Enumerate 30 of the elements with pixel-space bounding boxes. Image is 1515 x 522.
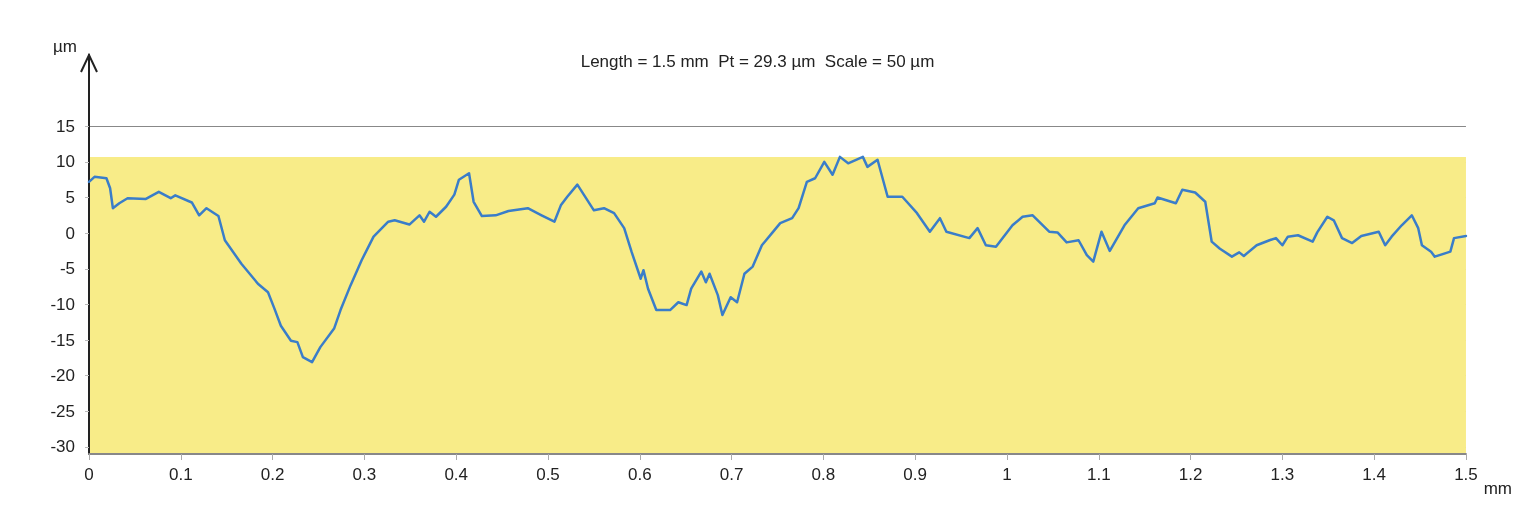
y-axis-title: µm	[53, 37, 77, 56]
y-tick-label: 0	[65, 223, 75, 243]
y-tick-label: 15	[56, 116, 75, 136]
x-axis-title: mm	[1483, 479, 1513, 498]
y-tick-label: 5	[65, 188, 75, 207]
y-tick-label: -10	[50, 294, 75, 314]
x-tick-label: 0.3	[352, 465, 377, 484]
x-tick-label: 0.4	[444, 465, 469, 484]
x-tick-label: 0.8	[811, 465, 836, 484]
x-tick-label: 0	[84, 465, 94, 484]
y-tick-label: -5	[59, 259, 75, 279]
x-tick-label: 0.7	[719, 465, 744, 484]
y-tick-label: -25	[50, 401, 75, 421]
y-tick-label: -30	[50, 437, 75, 457]
x-tick-label: 1.1	[1086, 465, 1111, 484]
line-series	[87, 155, 1468, 364]
x-tick-label: 1.2	[1178, 465, 1203, 484]
x-tick-label: 0.9	[903, 465, 927, 484]
x-tick-label: 0.5	[536, 465, 560, 484]
y-tick-label: -15	[50, 330, 75, 350]
y-tick-label: 10	[56, 152, 75, 172]
x-tick-label: 1.5	[1454, 465, 1478, 484]
chart-title: Length = 1.5 mm Pt = 29.3 µm Scale = 50 µm	[580, 52, 935, 71]
x-tick-label: 1.3	[1270, 465, 1295, 484]
x-tick-label: 1.4	[1362, 465, 1386, 484]
x-tick-label: 0.1	[168, 465, 193, 484]
x-tick-label: 0.2	[260, 465, 285, 484]
x-tick-label: 1	[1002, 465, 1012, 484]
x-tick-label: 0.6	[627, 465, 652, 484]
y-tick-label: -20	[50, 366, 75, 386]
